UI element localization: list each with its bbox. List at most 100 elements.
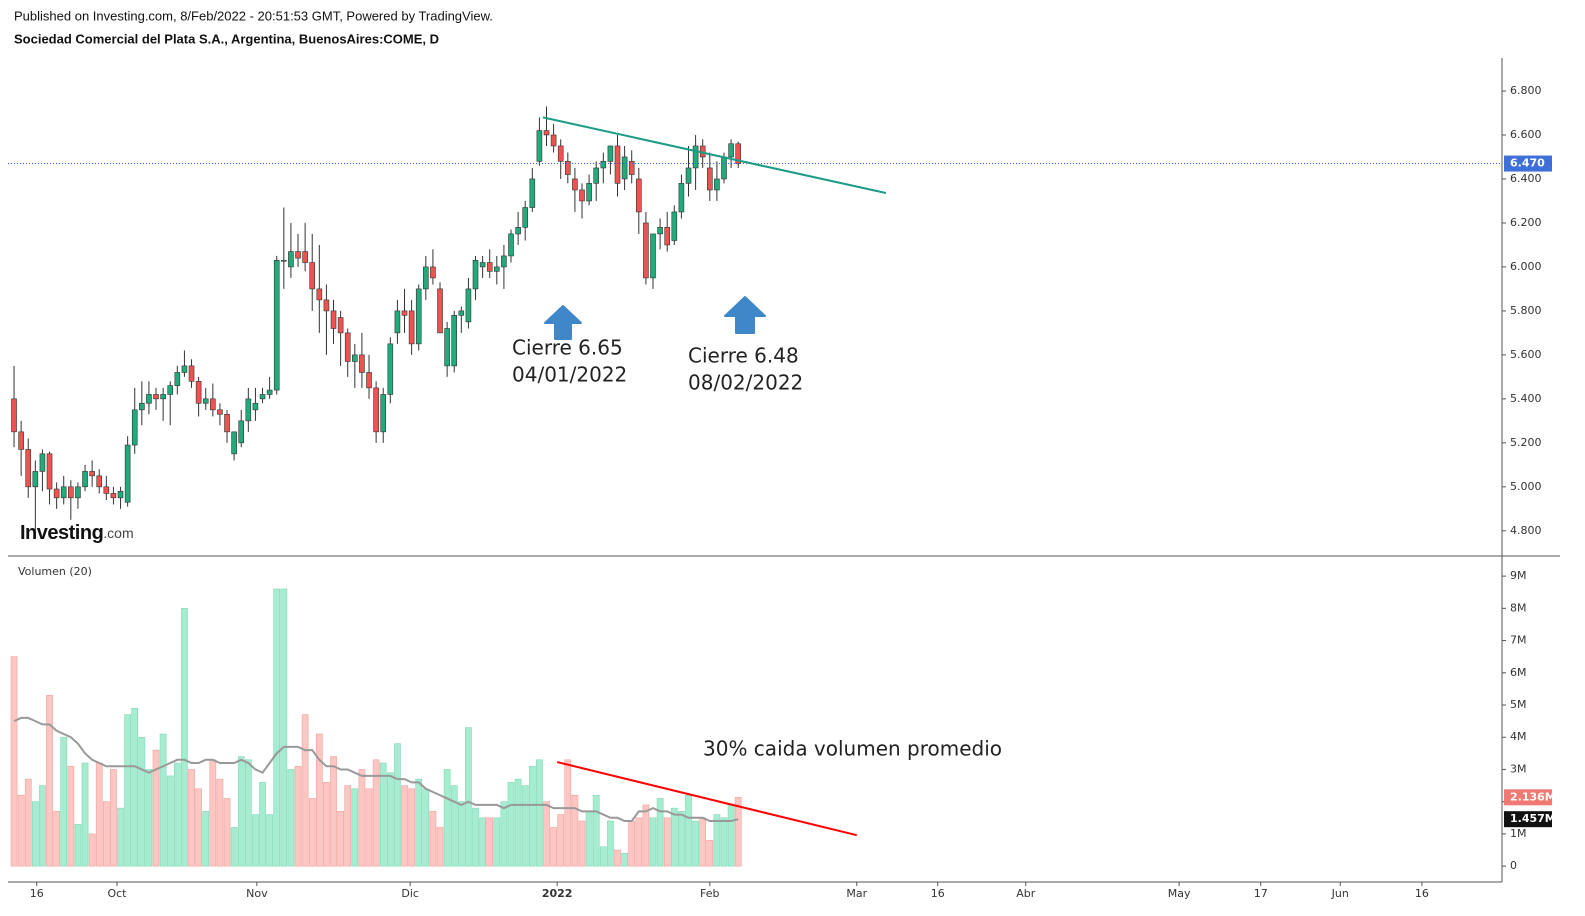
y-tick-label: 0 [1510, 859, 1517, 872]
volume-bar [514, 778, 522, 867]
candle-body [25, 449, 32, 488]
candle-body [259, 394, 266, 400]
volume-bar [315, 733, 323, 867]
y-tick-label: 4M [1510, 730, 1527, 743]
volume-bar [720, 817, 728, 867]
candle-body [387, 343, 394, 395]
candle-body [252, 402, 259, 411]
volume-bar [244, 759, 252, 867]
candle-body [586, 183, 592, 202]
volume-bar [39, 785, 46, 867]
candle-body [188, 365, 195, 382]
price-badge [1504, 811, 1552, 828]
price-badge [1504, 789, 1552, 806]
volume-bar [181, 608, 188, 867]
candle-body [557, 145, 564, 162]
volume-bar [344, 785, 352, 867]
candle-body [309, 262, 316, 290]
candle-body [451, 314, 458, 367]
candle-body [146, 394, 152, 404]
candle-body [96, 475, 103, 488]
y-tick-label: 6.600 [1510, 128, 1542, 141]
candle-body [486, 262, 493, 272]
annotation: 04/01/2022 [512, 363, 627, 387]
volume-bar [607, 820, 614, 867]
trendline [542, 116, 887, 195]
volume-title: Volumen (20) [18, 565, 92, 578]
y-tick-label: 1M [1510, 827, 1527, 840]
candle-body [565, 161, 571, 175]
candle-body [522, 207, 529, 228]
volume-bar [351, 788, 359, 867]
volume-bar [117, 807, 124, 867]
volume-bar [500, 801, 508, 867]
volume-bar [706, 840, 714, 867]
candle-body [68, 486, 74, 499]
volume-bar [337, 811, 344, 867]
volume-bar [166, 775, 174, 867]
volume-bar [202, 811, 210, 867]
volume-bar [642, 804, 650, 867]
candle-body [444, 328, 450, 367]
candle-body [401, 310, 408, 316]
y-tick-label: 6.400 [1510, 172, 1542, 185]
volume-bar [294, 765, 302, 867]
candle-body [60, 486, 67, 499]
candle-body [167, 385, 174, 395]
volume-bar [656, 798, 664, 867]
x-tick-label: 16 [1415, 887, 1429, 900]
candle-body [572, 178, 578, 191]
y-tick-label: 5.800 [1510, 304, 1542, 317]
candle-body [714, 178, 720, 191]
volume-bar [259, 782, 266, 867]
candle-body [202, 398, 209, 404]
volume-bar [195, 788, 202, 867]
volume-bar [713, 814, 721, 867]
volume-bar [415, 778, 423, 867]
candle-body [53, 488, 60, 499]
candle-body [430, 266, 436, 279]
volume-bar [17, 794, 25, 867]
candle-body [153, 394, 159, 400]
candle-body [515, 227, 521, 235]
candle-body [337, 317, 344, 334]
volume-bar [436, 827, 444, 867]
candle-body [735, 143, 742, 164]
candle-body [139, 402, 145, 411]
candle-body [728, 143, 734, 158]
volume-bar [358, 769, 366, 867]
volume-bar [663, 817, 671, 867]
arrow-up [724, 296, 766, 334]
volume-bar [429, 811, 437, 867]
x-tick-label: 16 [931, 887, 945, 900]
candle-body [75, 486, 81, 499]
candle-body [415, 288, 422, 345]
volume-bar [670, 807, 678, 867]
candle-body [323, 299, 330, 312]
published-line: Published on Investing.com, 8/Feb/2022 -… [14, 8, 493, 23]
volume-bar [635, 817, 643, 867]
candle-body [657, 227, 663, 235]
volume-bar [592, 794, 600, 867]
x-tick-label: Feb [700, 887, 719, 900]
volume-bar [386, 772, 394, 867]
x-tick-label: Abr [1016, 887, 1036, 900]
candle-body [678, 183, 685, 213]
volume-bar [102, 801, 110, 867]
volume-bar [95, 762, 103, 867]
volume-bar [614, 849, 621, 867]
candle-body [671, 211, 678, 241]
chart-title: Sociedad Comercial del Plata S.A., Argen… [14, 31, 439, 46]
candle-body [32, 471, 39, 488]
candle-body [110, 493, 117, 499]
candle-body [614, 145, 621, 184]
candle-body [117, 490, 124, 499]
candle-body [529, 178, 536, 208]
volume-bar [401, 785, 408, 867]
y-tick-label: 6.000 [1510, 260, 1542, 273]
candle-body [380, 394, 387, 433]
volume-bar [308, 798, 316, 867]
candle-body [628, 161, 635, 175]
volume-bar [557, 814, 565, 867]
